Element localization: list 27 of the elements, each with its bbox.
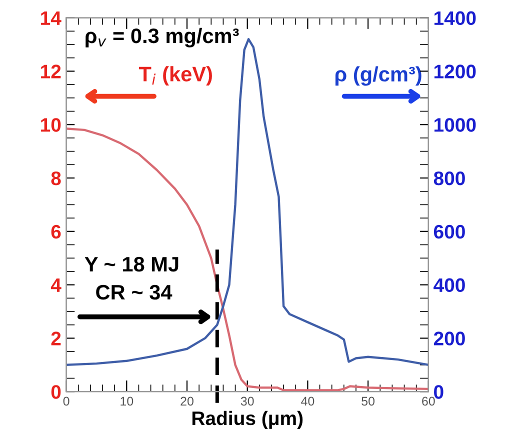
y-axis-title: T$_{i}$ (keV) [138,66,212,86]
y-tick-label: 14 [41,11,62,25]
x-tick-label: 60 [422,396,435,406]
y-tick-label: 4 [50,278,62,292]
annotation: CR ~ 34 [96,284,172,300]
x-tick-label: 0 [63,396,70,406]
annotation: Y ~ 18 MJ [84,256,178,272]
y2-tick-label: 1000 [434,118,476,132]
y2-tick-label: 1400 [434,11,476,26]
y-tick-label: 2 [51,332,61,346]
x-tick-label: 20 [180,396,194,406]
y2-tick-label: 800 [434,171,465,186]
annotation: ρ$_{v}$ = 0.3 mg/cm³ [86,28,239,48]
y-tick-label: 12 [41,64,61,78]
y2-tick-label: 400 [434,278,465,292]
y2-axis-title: ρ (g/cm³) [335,66,422,86]
x-tick-label: 30 [240,396,254,406]
y-tick-label: 10 [41,118,61,132]
y2-tick-label: 600 [434,224,465,239]
y2-tick-label: 200 [434,332,465,346]
y-tick-label: 6 [51,224,61,239]
y-tick-label: 8 [51,171,61,186]
y2-tick-label: 1200 [434,64,476,78]
x-tick-label: 10 [120,396,134,406]
x-tick-label: 50 [362,396,375,406]
x-axis-title: Radius (μm) [192,410,303,430]
x-tick-label: 40 [301,396,314,406]
